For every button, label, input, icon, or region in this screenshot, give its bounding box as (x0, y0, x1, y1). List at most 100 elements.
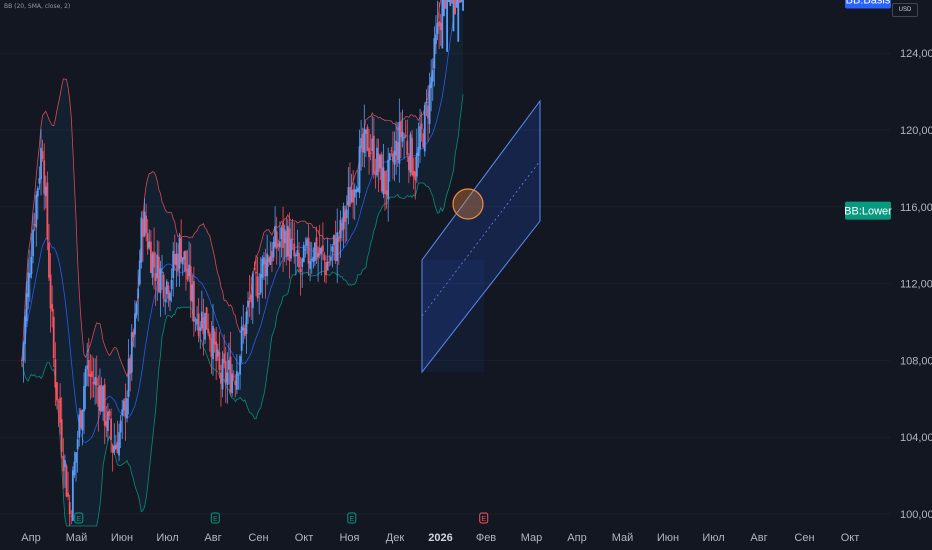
candle-body (216, 349, 219, 357)
candle-body (169, 292, 171, 301)
candle-body (110, 418, 112, 440)
candle-body (258, 293, 261, 295)
candle-body (239, 355, 241, 375)
x-tick-label: Сен (248, 532, 268, 544)
candle-body (197, 313, 200, 337)
bollinger-bands (21, 0, 464, 527)
candle-body (162, 274, 165, 299)
candle-body (106, 411, 109, 431)
bb-fill (21, 0, 464, 526)
candle-body (358, 146, 361, 193)
candle-body (435, 34, 437, 44)
y-tick-label: 100,00 (900, 509, 932, 521)
x-tick-label: Авг (204, 532, 221, 544)
candle-body (420, 123, 423, 129)
candle-body (247, 300, 249, 308)
earnings-marker (347, 512, 357, 524)
candle-body (212, 326, 214, 360)
candle-body (130, 332, 133, 373)
candle-body (94, 377, 97, 385)
candle-body (134, 313, 136, 335)
y-tick-label: 124,00 (900, 48, 932, 60)
candle-body (116, 441, 119, 453)
earnings-marker-label: E (349, 516, 354, 523)
candle-body (126, 398, 128, 419)
candle-body (167, 285, 170, 299)
x-tick-label: Июн (657, 532, 679, 544)
candle-body (371, 138, 374, 151)
candle-body (283, 229, 286, 244)
x-tick-label: Апр (21, 532, 40, 544)
candle-body (196, 319, 198, 325)
candle-body (73, 461, 76, 476)
candle-body (398, 121, 401, 164)
candle-body (277, 243, 280, 247)
candle-body (204, 313, 206, 340)
candle-body (331, 246, 334, 252)
candle-body (153, 251, 155, 268)
candle-body (388, 153, 391, 161)
candle-body (286, 226, 289, 257)
candle-body (111, 445, 114, 453)
candle-body (207, 328, 210, 334)
candle-body (363, 128, 366, 153)
candle-body (242, 327, 245, 331)
candle-body (361, 133, 364, 153)
candle-body (344, 211, 347, 222)
candle-body (430, 77, 433, 89)
price-axis: 100,00 104,00 108,00 112,00 116,00 120,00 124,… (844, 0, 932, 521)
candle-body (102, 386, 105, 412)
candle-body (86, 365, 89, 369)
candle-body (431, 69, 434, 82)
candle-body (423, 105, 426, 152)
candle-body (21, 359, 23, 361)
candle-body (269, 256, 272, 265)
candle-body (382, 167, 385, 195)
candle-body (185, 250, 187, 272)
candle-body (248, 297, 251, 300)
candle-body (345, 209, 348, 219)
candle-body (272, 241, 275, 258)
candle-body (380, 154, 383, 192)
candle-body (329, 256, 332, 261)
candle-body (403, 137, 405, 138)
candle-body (368, 147, 370, 158)
candle-body (263, 257, 265, 265)
x-tick-label: Фев (476, 532, 496, 544)
candle-body (458, 0, 461, 3)
candle-body (220, 372, 222, 384)
x-tick-label: Ноя (339, 532, 359, 544)
candle-body (333, 235, 335, 246)
candle-body (41, 151, 44, 160)
candle-body (309, 260, 312, 269)
candle-body (60, 419, 63, 452)
candle-body (157, 256, 160, 292)
candle-body (325, 262, 327, 276)
candle-body (92, 381, 95, 384)
candle-body (215, 341, 218, 361)
currency-badge[interactable]: USD (892, 3, 918, 17)
earnings-marker (74, 512, 84, 524)
candle-body (67, 492, 69, 497)
candle-body (32, 229, 34, 257)
candle-body (226, 372, 229, 385)
candle-body (81, 410, 84, 431)
candle-body (121, 409, 124, 416)
candle-body (232, 376, 235, 378)
candle-body (140, 217, 143, 263)
candle-body (161, 271, 163, 273)
candle-body (266, 253, 269, 277)
candle-body (210, 338, 213, 357)
candle-body (251, 273, 254, 309)
candle-body (250, 294, 253, 303)
candle-body (43, 160, 46, 195)
candle-body (317, 253, 320, 258)
candle-body (240, 326, 243, 351)
candle-body (315, 237, 318, 260)
candle-body (173, 253, 176, 265)
candle-body (392, 153, 394, 162)
candle-body (349, 187, 351, 207)
x-tick-label: Июн (111, 532, 133, 544)
